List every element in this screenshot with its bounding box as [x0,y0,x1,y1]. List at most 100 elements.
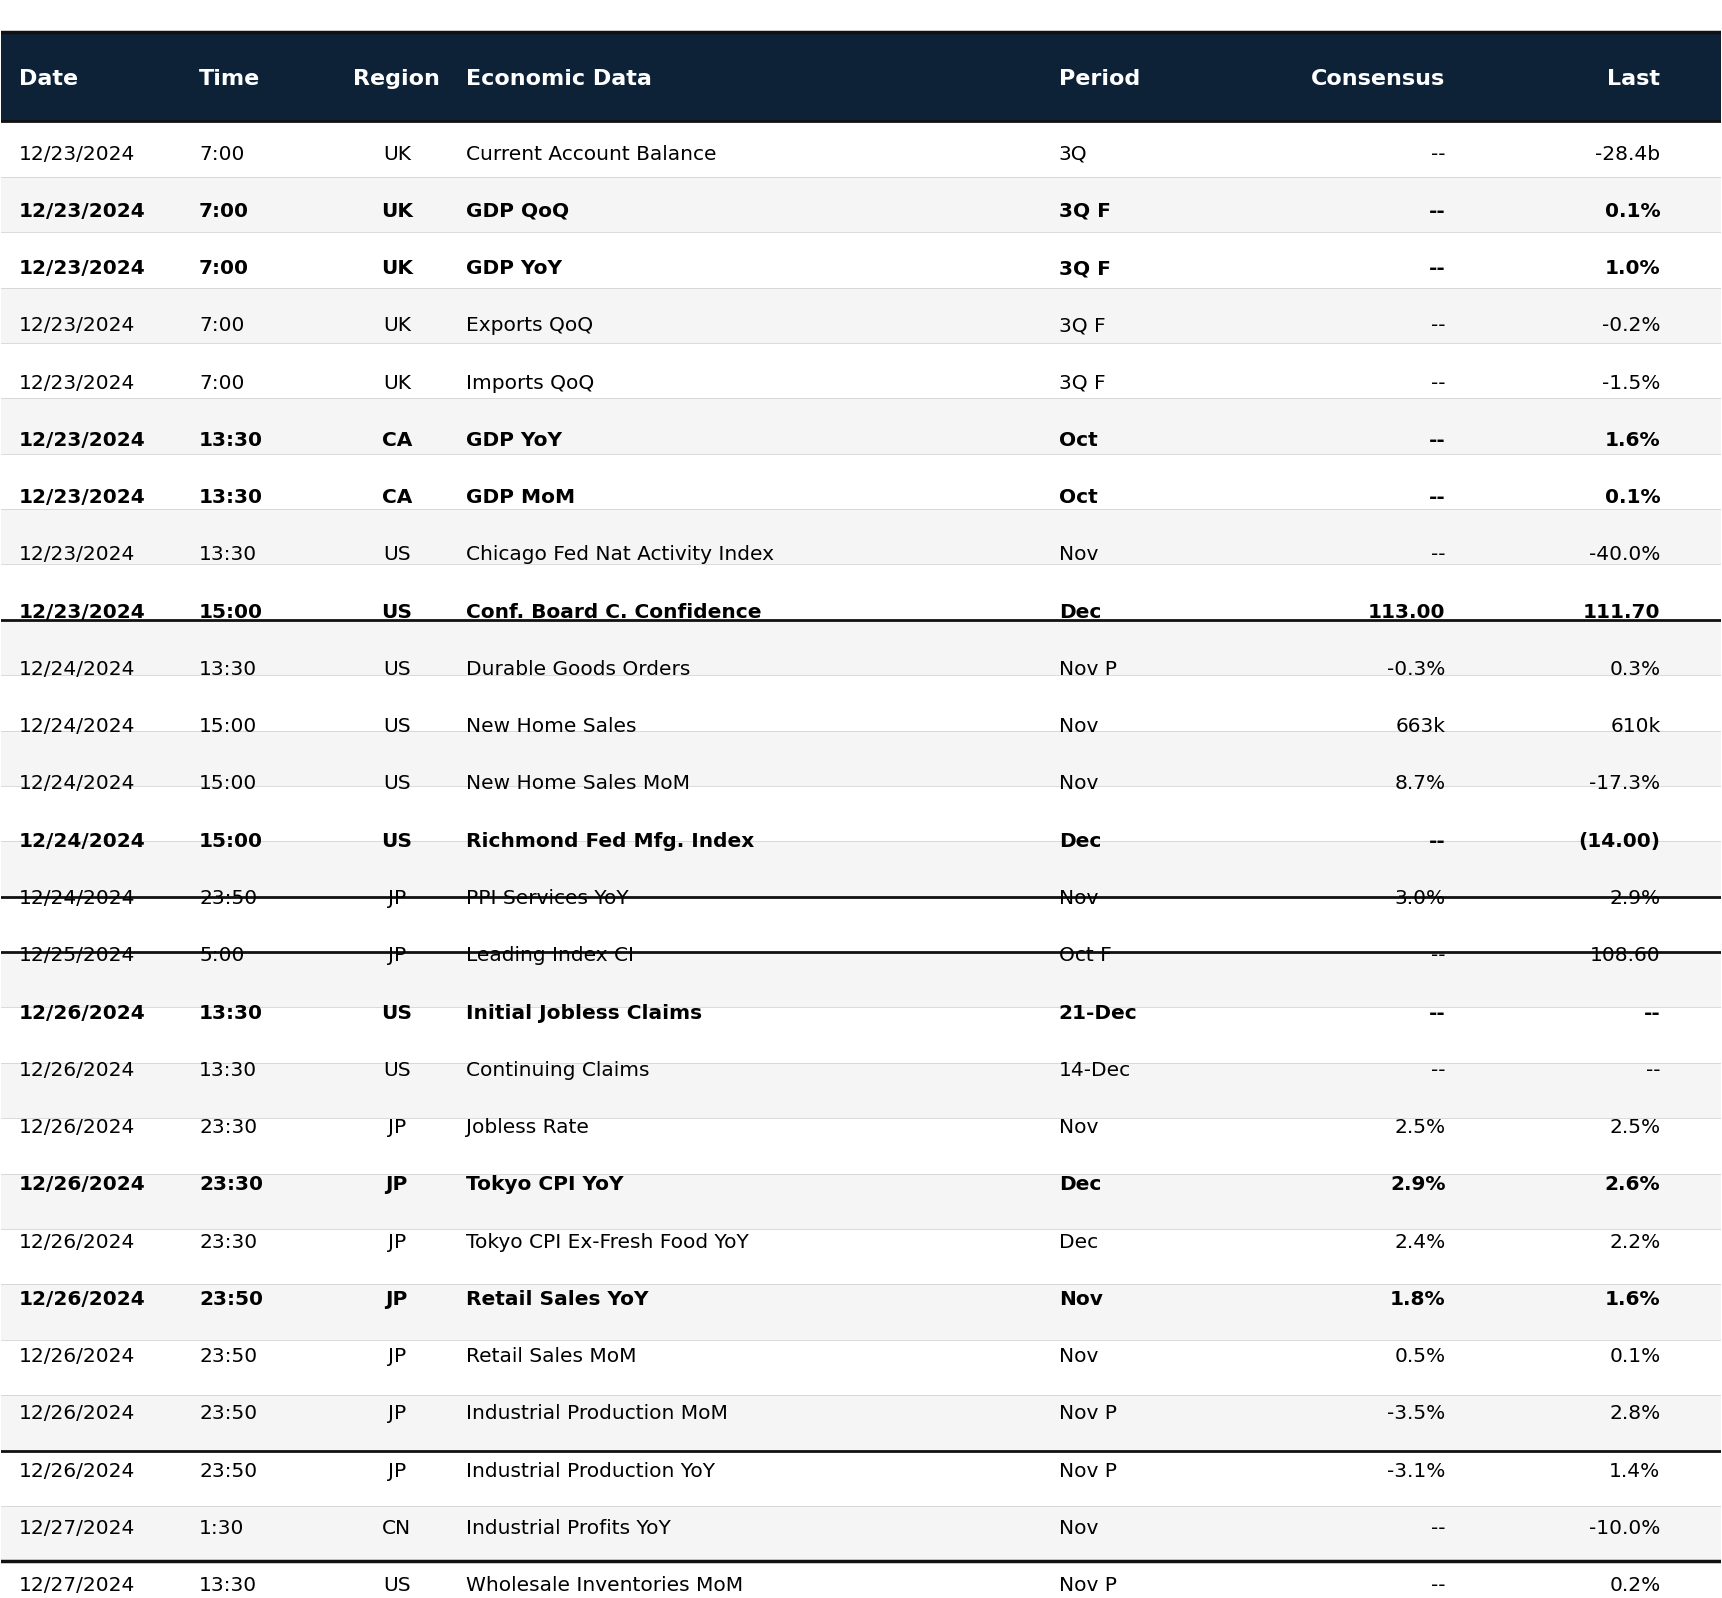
Text: 0.1%: 0.1% [1605,487,1660,507]
Text: JP: JP [387,1405,406,1424]
Text: Nov: Nov [1059,1290,1102,1309]
Text: 3Q F: 3Q F [1059,259,1111,278]
Text: --: -- [1431,1520,1445,1537]
FancyBboxPatch shape [2,1173,1720,1229]
FancyBboxPatch shape [2,510,1720,564]
FancyBboxPatch shape [2,344,1720,398]
Text: Oct: Oct [1059,487,1097,507]
Text: --: -- [1429,831,1445,850]
Text: --: -- [1431,316,1445,336]
Text: Nov: Nov [1059,888,1099,908]
Text: GDP YoY: GDP YoY [465,431,561,451]
Text: Oct: Oct [1059,431,1097,451]
Text: 15:00: 15:00 [200,602,263,622]
Text: JP: JP [386,1290,408,1309]
Text: New Home Sales: New Home Sales [465,718,635,737]
Text: -3.1%: -3.1% [1388,1462,1445,1481]
Text: 12/23/2024: 12/23/2024 [19,201,145,221]
Text: Nov: Nov [1059,718,1099,737]
Text: 2.9%: 2.9% [1390,1175,1445,1194]
Text: JP: JP [387,1347,406,1366]
Text: -0.2%: -0.2% [1601,316,1660,336]
Text: Current Account Balance: Current Account Balance [465,144,716,163]
Text: Nov P: Nov P [1059,1576,1116,1595]
Text: GDP YoY: GDP YoY [465,259,561,278]
Text: 5:00: 5:00 [200,946,245,965]
FancyBboxPatch shape [2,454,1720,510]
Text: Continuing Claims: Continuing Claims [465,1061,649,1080]
FancyBboxPatch shape [2,620,1720,676]
FancyBboxPatch shape [2,32,1720,121]
Text: 13:30: 13:30 [200,487,263,507]
Text: JP: JP [387,1462,406,1481]
Text: --: -- [1645,1004,1660,1023]
Text: -17.3%: -17.3% [1589,775,1660,794]
Text: US: US [382,718,410,737]
Text: UK: UK [381,201,413,221]
Text: US: US [382,1061,410,1080]
Text: UK: UK [381,259,413,278]
Text: --: -- [1646,1061,1660,1080]
Text: Durable Goods Orders: Durable Goods Orders [465,660,691,679]
Text: 610k: 610k [1610,718,1660,737]
Text: 7:00: 7:00 [200,144,245,163]
Text: Imports QoQ: Imports QoQ [465,374,594,393]
FancyBboxPatch shape [2,1063,1720,1119]
Text: 23:50: 23:50 [200,888,257,908]
Text: --: -- [1429,431,1445,451]
FancyBboxPatch shape [2,232,1720,288]
Text: 2.8%: 2.8% [1608,1405,1660,1424]
Text: 12/23/2024: 12/23/2024 [19,487,145,507]
Text: Dec: Dec [1059,831,1100,850]
Text: 8.7%: 8.7% [1395,775,1445,794]
Text: Wholesale Inventories MoM: Wholesale Inventories MoM [465,1576,742,1595]
Text: 2.9%: 2.9% [1610,888,1660,908]
Text: JP: JP [387,946,406,965]
Text: US: US [382,545,410,564]
Text: 12/23/2024: 12/23/2024 [19,374,134,393]
Text: Nov: Nov [1059,545,1099,564]
FancyBboxPatch shape [2,786,1720,841]
Text: UK: UK [382,316,412,336]
Text: 12/24/2024: 12/24/2024 [19,718,134,737]
FancyBboxPatch shape [2,564,1720,620]
Text: 13:30: 13:30 [200,660,257,679]
Text: UK: UK [382,144,412,163]
Text: 12/26/2024: 12/26/2024 [19,1232,134,1251]
Text: US: US [382,660,410,679]
Text: JP: JP [387,1119,406,1138]
Text: 12/23/2024: 12/23/2024 [19,431,145,451]
Text: 15:00: 15:00 [200,775,257,794]
Text: 13:30: 13:30 [200,1004,263,1023]
Text: 2.5%: 2.5% [1395,1119,1445,1138]
Text: 12/24/2024: 12/24/2024 [19,888,134,908]
Text: US: US [381,602,412,622]
Text: Date: Date [19,69,77,89]
Text: 12/26/2024: 12/26/2024 [19,1175,145,1194]
Text: UK: UK [382,374,412,393]
Text: 12/26/2024: 12/26/2024 [19,1061,134,1080]
Text: Nov: Nov [1059,775,1099,794]
Text: --: -- [1429,1004,1445,1023]
FancyBboxPatch shape [2,952,1720,1007]
Text: 7:00: 7:00 [200,201,250,221]
Text: 12/23/2024: 12/23/2024 [19,545,134,564]
FancyBboxPatch shape [2,177,1720,232]
Text: 1.0%: 1.0% [1605,259,1660,278]
Text: 12/23/2024: 12/23/2024 [19,316,134,336]
FancyBboxPatch shape [2,121,1720,177]
Text: JP: JP [387,1232,406,1251]
Text: 0.1%: 0.1% [1608,1347,1660,1366]
Text: -1.5%: -1.5% [1601,374,1660,393]
Text: 23:50: 23:50 [200,1347,257,1366]
Text: -3.5%: -3.5% [1388,1405,1445,1424]
Text: 12/27/2024: 12/27/2024 [19,1520,134,1537]
Text: Dec: Dec [1059,1232,1099,1251]
Text: Retail Sales YoY: Retail Sales YoY [465,1290,647,1309]
Text: 13:30: 13:30 [200,431,263,451]
Text: 0.1%: 0.1% [1605,201,1660,221]
Text: 14-Dec: 14-Dec [1059,1061,1131,1080]
Text: Economic Data: Economic Data [465,69,651,89]
Text: Jobless Rate: Jobless Rate [465,1119,589,1138]
Text: 23:50: 23:50 [200,1462,257,1481]
